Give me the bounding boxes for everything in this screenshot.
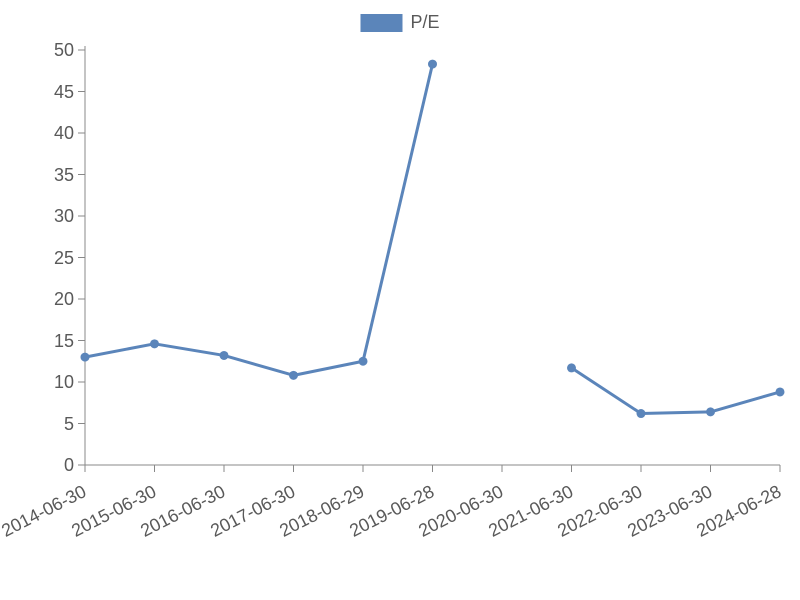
- y-tick-label: 20: [54, 289, 74, 310]
- y-tick-label: 50: [54, 40, 74, 61]
- y-tick-label: 10: [54, 372, 74, 393]
- pe-line-chart: P/E 05101520253035404550 2014-06-302015-…: [0, 0, 800, 600]
- y-tick-label: 30: [54, 206, 74, 227]
- y-tick-label: 25: [54, 248, 74, 269]
- y-tick-label: 35: [54, 165, 74, 186]
- y-tick-label: 15: [54, 331, 74, 352]
- y-tick-label: 5: [64, 414, 74, 435]
- y-tick-label: 40: [54, 123, 74, 144]
- y-tick-label: 45: [54, 82, 74, 103]
- y-tick-label: 0: [64, 455, 74, 476]
